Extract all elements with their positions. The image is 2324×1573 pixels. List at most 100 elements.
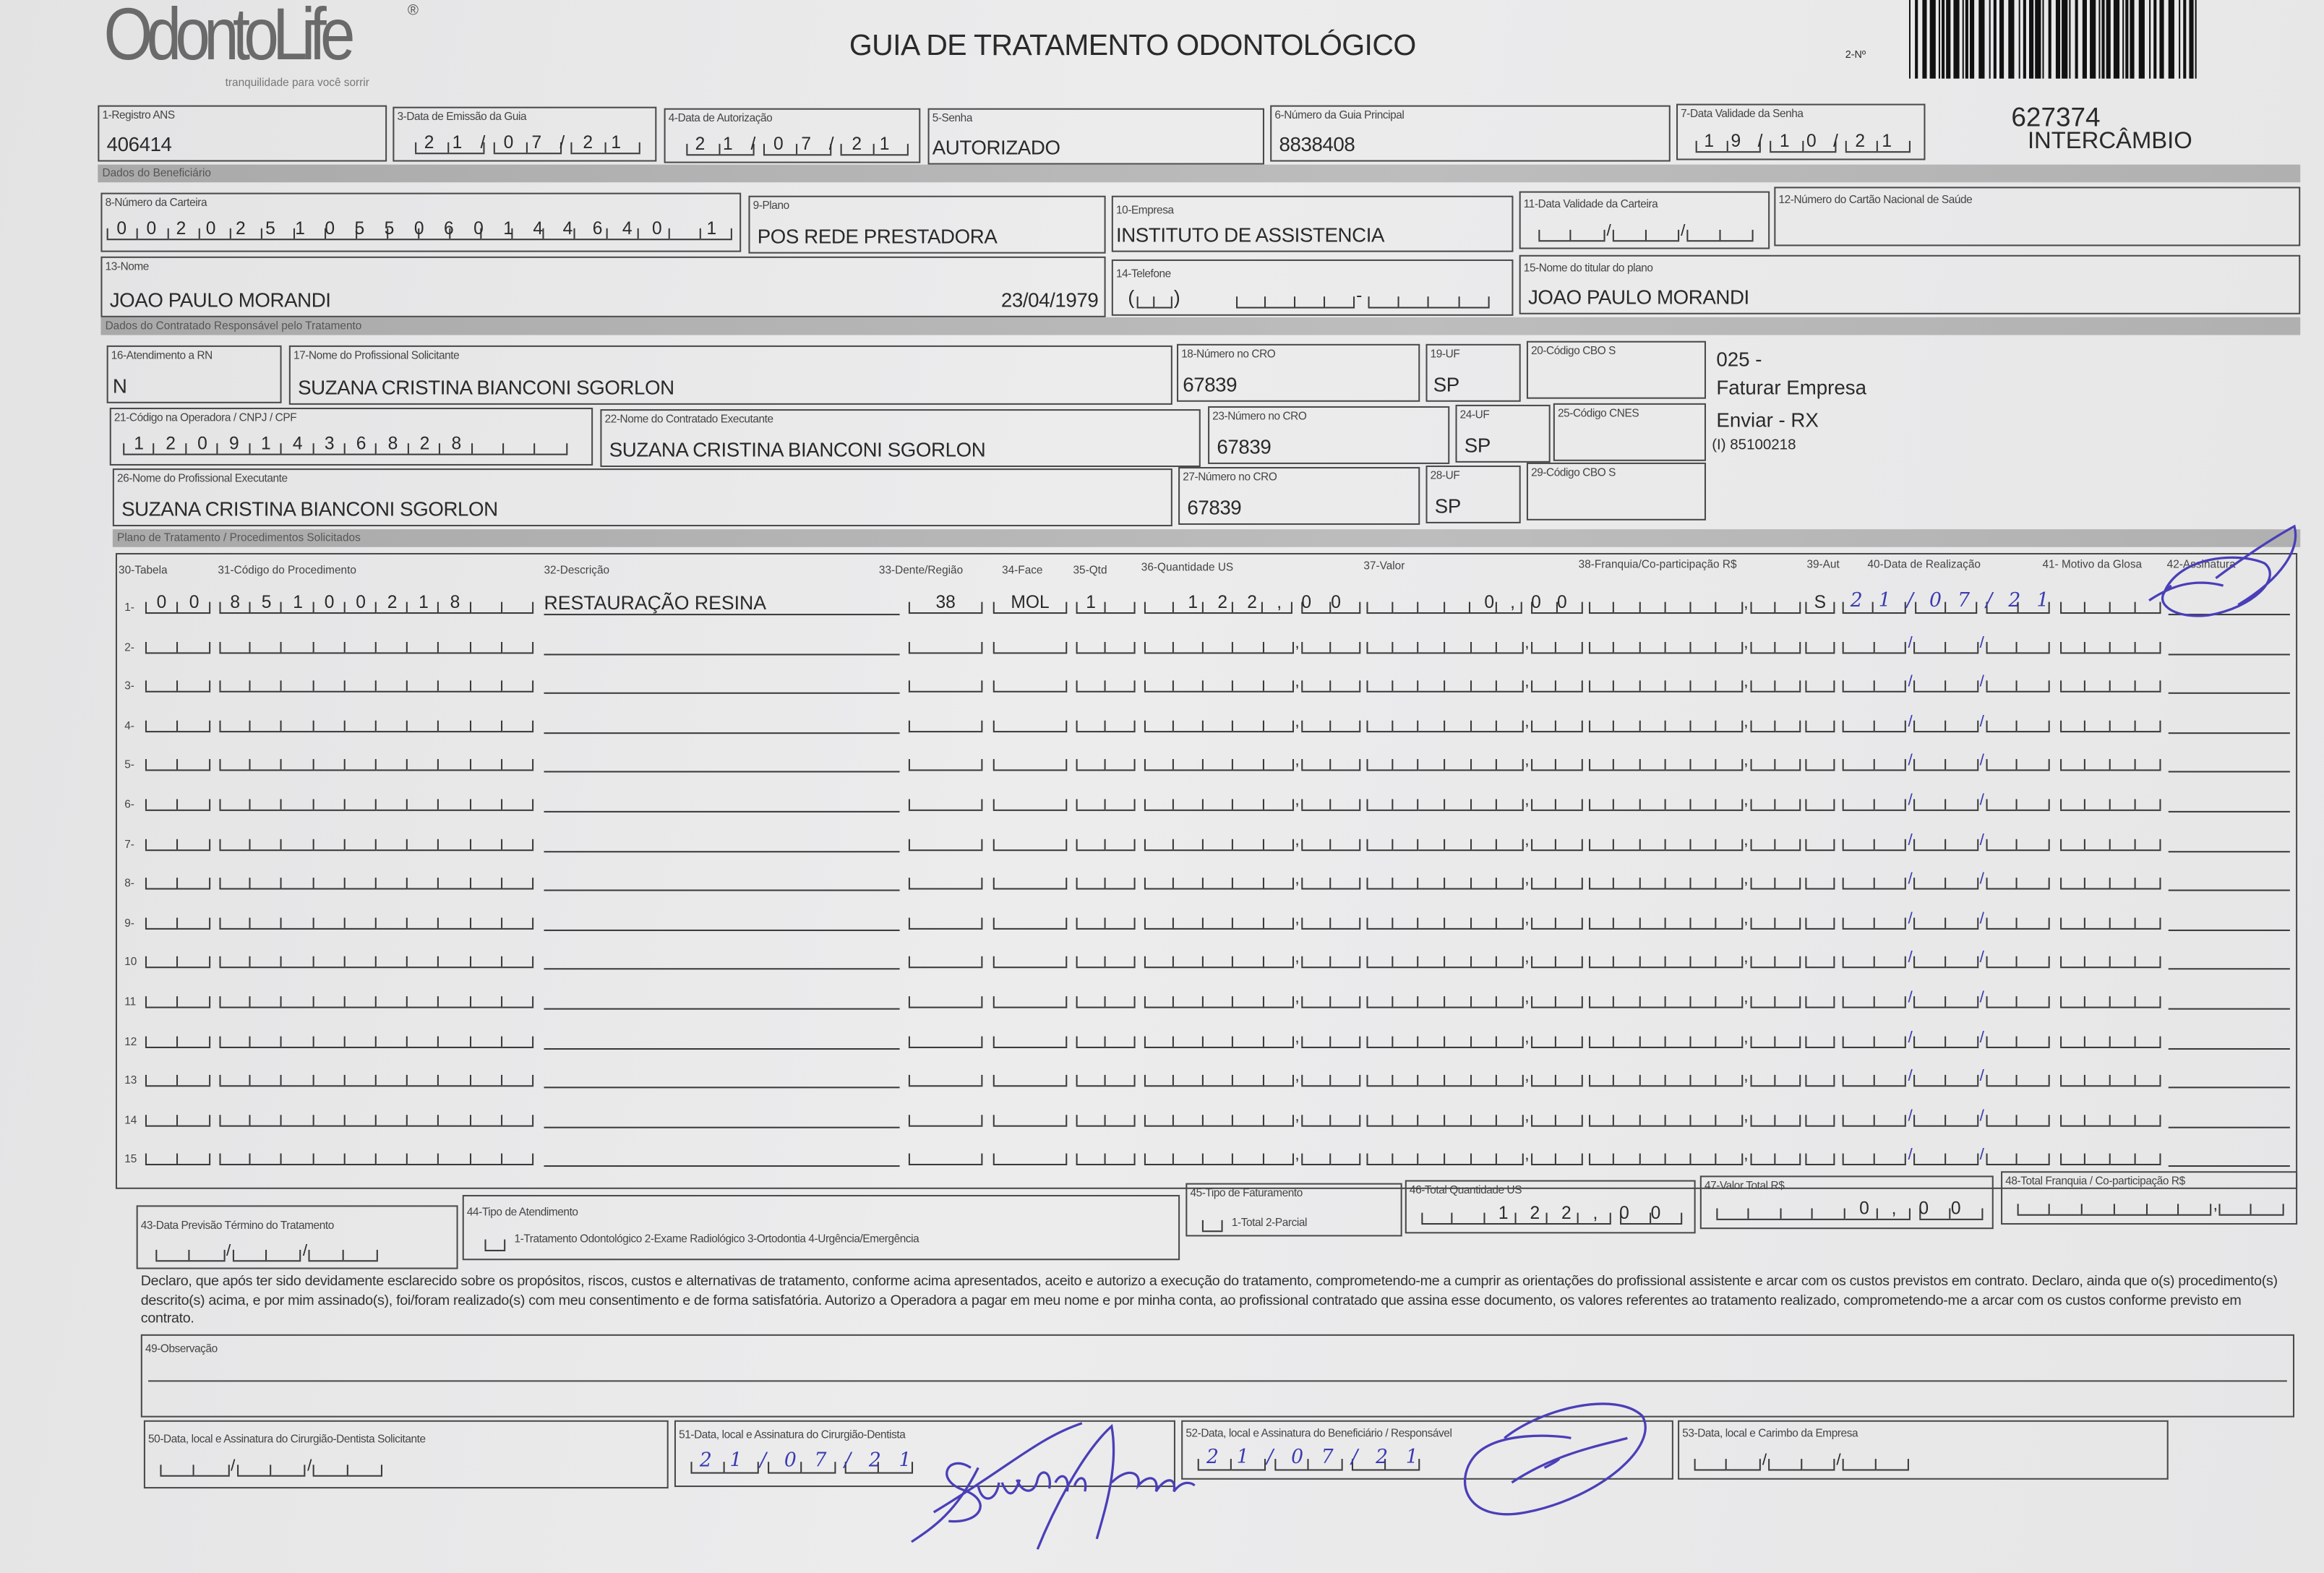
field-cro-27[interactable]: 27-Número no CRO 67839: [1178, 467, 1420, 526]
face-field[interactable]: [992, 907, 1068, 930]
aut-comb[interactable]: [1805, 828, 1835, 851]
quantidade-us-comb[interactable]: ,: [1144, 1144, 1361, 1166]
aut-comb[interactable]: [1805, 1105, 1835, 1127]
tipo-atendimento-checkbox[interactable]: [484, 1229, 506, 1251]
tabela-comb[interactable]: [145, 710, 211, 732]
descricao-field[interactable]: [544, 946, 900, 971]
motivo-comb[interactable]: [2060, 1144, 2161, 1166]
qtd-comb[interactable]: [1076, 828, 1136, 851]
tabela-comb[interactable]: [145, 789, 211, 811]
face-field[interactable]: [992, 670, 1068, 693]
valor-comb[interactable]: ,: [1366, 710, 1583, 732]
franquia-comb[interactable]: ,: [1589, 750, 1801, 772]
field-cro-18[interactable]: 18-Número no CRO 67839: [1177, 343, 1420, 402]
qtd-comb[interactable]: [1076, 631, 1136, 653]
quantidade-us-comb[interactable]: ,: [1144, 986, 1361, 1008]
quantidade-us-comb[interactable]: ,: [1144, 670, 1361, 693]
assinatura-line[interactable]: [2168, 1144, 2290, 1167]
field-uf-28[interactable]: 28-UF SP: [1425, 465, 1521, 523]
franquia-comb[interactable]: ,: [1589, 1144, 1801, 1166]
procedure-row[interactable]: 11,,, / /: [0, 986, 2324, 1016]
tabela-comb[interactable]: [145, 1065, 211, 1087]
procedure-row[interactable]: 3-,,, / /: [0, 670, 2324, 700]
descricao-field[interactable]: [544, 750, 900, 773]
franquia-comb[interactable]: ,: [1589, 670, 1801, 693]
franquia-comb[interactable]: ,: [1589, 986, 1801, 1008]
field-total-franquia[interactable]: 48-Total Franquia / Co-participação R$ ,: [2001, 1171, 2298, 1225]
procedure-row[interactable]: 13,,, / /: [0, 1065, 2324, 1094]
valor-comb[interactable]: ,: [1366, 1144, 1583, 1166]
valor-comb[interactable]: ,: [1366, 828, 1583, 851]
field-contratado-executante[interactable]: 22-Nome do Contratado Executante SUZANA …: [600, 409, 1201, 468]
motivo-comb[interactable]: [2060, 1025, 2161, 1048]
valor-comb[interactable]: ,: [1366, 1105, 1583, 1127]
franquia-comb[interactable]: ,: [1589, 591, 1801, 614]
valor-comb[interactable]: ,: [1366, 986, 1583, 1008]
procedure-row[interactable]: 14,,, / /: [0, 1105, 2324, 1134]
assinatura-line[interactable]: [2168, 1065, 2290, 1089]
assinatura-line[interactable]: [2168, 907, 2290, 931]
procedure-row[interactable]: 15,,, / /: [0, 1144, 2324, 1173]
valor-comb[interactable]: ,: [1366, 670, 1583, 693]
valor-comb[interactable]: ,: [1366, 867, 1583, 890]
valor-comb[interactable]: ,: [1366, 946, 1583, 969]
motivo-comb[interactable]: [2060, 789, 2161, 811]
field-registro-ans[interactable]: 1-Registro ANS 406414: [98, 105, 387, 162]
dente-field[interactable]: [908, 1025, 983, 1048]
codigo-comb[interactable]: [219, 710, 534, 732]
aut-comb[interactable]: [1805, 710, 1835, 732]
aut-comb[interactable]: [1805, 986, 1835, 1008]
qtd-comb[interactable]: [1076, 1025, 1136, 1048]
motivo-comb[interactable]: [2060, 1065, 2161, 1087]
field-cbo-29[interactable]: 29-Código CBO S: [1526, 462, 1707, 520]
dente-field[interactable]: [908, 1065, 983, 1087]
field-validade-senha[interactable]: 7-Data Validade da Senha 19/10/21: [1676, 103, 1926, 160]
field-plano[interactable]: 9-Plano POS REDE PRESTADORA: [748, 195, 1106, 254]
quantidade-us-comb[interactable]: 122,00: [1144, 591, 1361, 614]
dente-field[interactable]: [908, 631, 983, 653]
qtd-comb[interactable]: 1: [1076, 591, 1136, 614]
aut-comb[interactable]: [1805, 946, 1835, 969]
franquia-comb[interactable]: ,: [1589, 710, 1801, 732]
data-realizacao-comb[interactable]: / /: [1842, 710, 2050, 732]
descricao-field[interactable]: [544, 789, 900, 813]
codigo-comb[interactable]: [219, 1144, 534, 1166]
quantidade-us-comb[interactable]: ,: [1144, 1065, 1361, 1087]
data-realizacao-comb[interactable]: / /: [1842, 907, 2050, 930]
qtd-comb[interactable]: [1076, 986, 1136, 1008]
assinatura-line[interactable]: [2168, 670, 2290, 695]
aut-comb[interactable]: [1805, 907, 1835, 930]
valor-comb[interactable]: ,: [1366, 631, 1583, 653]
field-tipo-faturamento[interactable]: 45-Tipo de Faturamento 1-Total 2-Parcial: [1185, 1183, 1402, 1237]
dente-field[interactable]: [908, 907, 983, 930]
dente-field[interactable]: [908, 750, 983, 772]
qtd-comb[interactable]: [1076, 1144, 1136, 1166]
field-assinatura-beneficiario[interactable]: 52-Data, local e Assinatura do Beneficiá…: [1181, 1420, 1673, 1480]
qtd-comb[interactable]: [1076, 1065, 1136, 1087]
codigo-comb[interactable]: [219, 986, 534, 1008]
procedure-row[interactable]: 5-,,, / /: [0, 750, 2324, 779]
motivo-comb[interactable]: [2060, 828, 2161, 851]
procedure-row[interactable]: 2-,,, / /: [0, 631, 2324, 661]
procedure-row[interactable]: 1- 0 0 8 5 1 0 0 2 1 8 RESTAURAÇÃO RESINA 38 MOL 1 122,…: [0, 591, 2324, 621]
field-cnes-25[interactable]: 25-Código CNES: [1553, 403, 1707, 461]
aut-comb[interactable]: [1805, 1144, 1835, 1166]
franquia-comb[interactable]: ,: [1589, 828, 1801, 851]
face-field[interactable]: [992, 1025, 1068, 1048]
face-field[interactable]: [992, 1144, 1068, 1166]
data-realizacao-comb[interactable]: / /: [1842, 789, 2050, 811]
codigo-comb[interactable]: [219, 1105, 534, 1127]
tabela-comb[interactable]: [145, 867, 211, 890]
field-cro-23[interactable]: 23-Número no CRO 67839: [1208, 406, 1450, 464]
quantidade-us-comb[interactable]: ,: [1144, 907, 1361, 930]
motivo-comb[interactable]: [2060, 591, 2161, 614]
descricao-field[interactable]: [544, 670, 900, 695]
assinatura-line[interactable]: [2168, 867, 2290, 891]
codigo-comb[interactable]: [219, 789, 534, 811]
descricao-field[interactable]: [544, 631, 900, 655]
field-carimbo-empresa[interactable]: 53-Data, local e Carimbo da Empresa / /: [1678, 1420, 2169, 1480]
franquia-comb[interactable]: ,: [1589, 789, 1801, 811]
field-uf-24[interactable]: 24-UF SP: [1455, 404, 1551, 463]
data-realizacao-comb[interactable]: 21/07/21: [1842, 591, 2051, 614]
field-guia-principal[interactable]: 6-Número da Guia Principal 8838408: [1270, 105, 1671, 162]
